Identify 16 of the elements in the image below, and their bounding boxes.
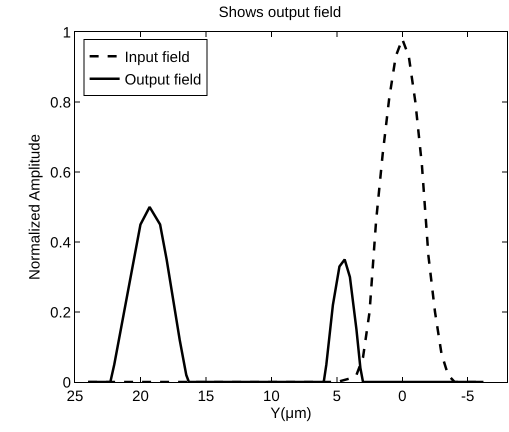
x-tick-label: 0	[398, 388, 406, 405]
y-tick-label: 0.4	[50, 234, 71, 252]
y-tick-label: 0.6	[50, 164, 71, 182]
y-tick-label: 1	[62, 24, 71, 42]
y-tick-label: 0.2	[50, 304, 71, 322]
legend-label: Input field	[124, 49, 190, 66]
legend-label: Output field	[124, 72, 202, 89]
x-tick-label: -5	[461, 388, 474, 405]
y-axis-title: Normalized Amplitude	[26, 134, 44, 280]
x-tick-label: 5	[332, 388, 341, 405]
x-tick-label: 20	[132, 388, 149, 405]
x-tick-label: 15	[198, 388, 214, 405]
chart-title: Shows output field	[218, 4, 342, 21]
x-axis-title: Y(μm)	[270, 405, 312, 422]
y-tick-label: 0.8	[50, 94, 71, 112]
x-tick-label: 10	[263, 388, 280, 405]
